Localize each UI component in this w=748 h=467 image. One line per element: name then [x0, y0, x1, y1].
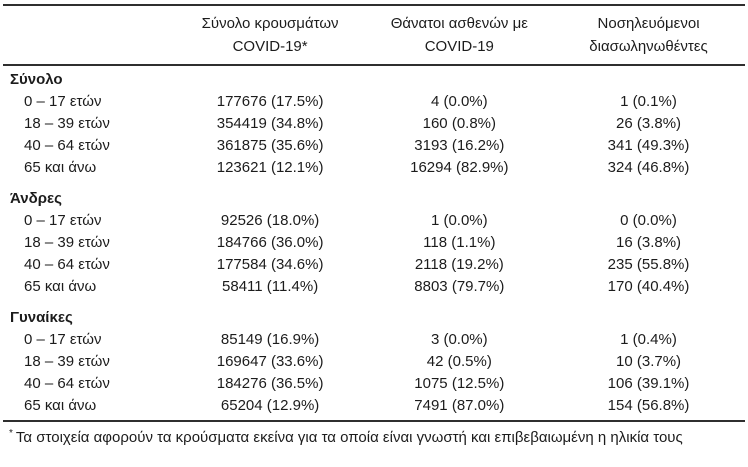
intubated-cell: 170 (40.4%): [607, 277, 690, 295]
footnote-asterisk: *: [9, 427, 13, 439]
group-row-total: Σύνολο: [3, 65, 745, 91]
group-row-men: Άνδρες: [3, 179, 745, 210]
table-row: 40 – 64 ετών 361875 (35.6%) 3193 (16.2%)…: [3, 135, 745, 157]
intubated-cell: 235 (55.8%): [607, 255, 690, 273]
table-row: 0 – 17 ετών 177676 (17.5%) 4 (0.0%) 1 (0…: [3, 91, 745, 113]
covid-statistics-page: Σύνολο κρουσμάτων COVID-19* Θάνατοι ασθε…: [3, 4, 745, 448]
row-label-cell: 0 – 17 ετών: [24, 330, 102, 348]
row-label-cell: 18 – 39 ετών: [24, 233, 110, 251]
table-row: 18 – 39 ετών 169647 (33.6%) 42 (0.5%) 10…: [3, 351, 745, 373]
header-row: Σύνολο κρουσμάτων COVID-19* Θάνατοι ασθε…: [3, 5, 745, 66]
deaths-cell: 2118 (19.2%): [414, 255, 504, 273]
group-label-men: Άνδρες: [10, 189, 62, 207]
intubated-cell: 10 (3.7%): [616, 352, 682, 370]
table-row: 65 και άνω 58411 (11.4%) 8803 (79.7%) 17…: [3, 276, 745, 298]
intubated-cell: 1 (0.1%): [620, 92, 677, 110]
intubated-cell: 106 (39.1%): [607, 374, 690, 392]
deaths-cell: 3 (0.0%): [430, 330, 488, 348]
table-row: 40 – 64 ετών 177584 (34.6%) 2118 (19.2%)…: [3, 254, 745, 276]
cases-cell: 169647 (33.6%): [216, 352, 324, 370]
row-label-cell: 65 και άνω: [24, 158, 97, 176]
col-header-intubated: Νοσηλευόμενοι διασωληνωθέντες: [552, 5, 745, 66]
table-row: 65 και άνω 65204 (12.9%) 7491 (87.0%) 15…: [3, 394, 745, 422]
col-header-total-cases-line1: Σύνολο κρουσμάτων: [201, 15, 339, 32]
cases-cell: 92526 (18.0%): [220, 211, 320, 229]
row-label-cell: 0 – 17 ετών: [24, 211, 102, 229]
intubated-cell: 0 (0.0%): [620, 211, 677, 229]
deaths-cell: 16294 (82.9%): [410, 158, 509, 176]
table-row: 40 – 64 ετών 184276 (36.5%) 1075 (12.5%)…: [3, 373, 745, 395]
intubated-cell: 16 (3.8%): [616, 233, 682, 251]
row-label-cell: 18 – 39 ετών: [24, 114, 110, 132]
intubated-cell: 154 (56.8%): [552, 394, 745, 422]
cases-cell: 354419 (34.8%): [216, 114, 324, 132]
row-label-cell: 65 και άνω: [3, 394, 174, 422]
table-row: 18 – 39 ετών 184766 (36.0%) 118 (1.1%) 1…: [3, 232, 745, 254]
intubated-cell: 1 (0.4%): [620, 330, 677, 348]
deaths-cell: 4 (0.0%): [430, 92, 488, 110]
col-header-total-cases-line2: COVID-19*: [232, 38, 308, 56]
col-header-intubated-line1: Νοσηλευόμενοι: [597, 15, 700, 32]
cases-cell: 184766 (36.0%): [216, 233, 324, 251]
cases-cell: 85149 (16.9%): [220, 330, 320, 348]
table-row: 0 – 17 ετών 92526 (18.0%) 1 (0.0%) 0 (0.…: [3, 210, 745, 232]
row-label-cell: 18 – 39 ετών: [24, 352, 110, 370]
cases-cell: 177584 (34.6%): [216, 255, 324, 273]
deaths-cell: 160 (0.8%): [422, 114, 496, 132]
col-header-deaths: Θάνατοι ασθενών με COVID-19: [366, 5, 553, 66]
deaths-cell: 118 (1.1%): [423, 233, 496, 251]
cases-cell: 361875 (35.6%): [216, 136, 324, 154]
cases-cell: 58411 (11.4%): [222, 277, 319, 295]
row-label-cell: 40 – 64 ετών: [24, 374, 110, 392]
table-row: 18 – 39 ετών 354419 (34.8%) 160 (0.8%) 2…: [3, 113, 745, 135]
row-label-column-header: [3, 5, 174, 66]
row-label-cell: 0 – 17 ετών: [24, 92, 102, 110]
footnote-text: Τα στοιχεία αφορούν τα κρούσματα εκείνα …: [15, 428, 683, 446]
group-label-women: Γυναίκες: [10, 308, 73, 326]
col-header-intubated-line2: διασωληνωθέντες: [589, 38, 708, 56]
row-label-cell: 65 και άνω: [24, 277, 97, 295]
table-row: 65 και άνω 123621 (12.1%) 16294 (82.9%) …: [3, 157, 745, 179]
row-label-cell: 40 – 64 ετών: [24, 255, 110, 273]
intubated-cell: 341 (49.3%): [607, 136, 690, 154]
deaths-cell: 1 (0.0%): [430, 211, 488, 229]
group-label-total: Σύνολο: [10, 70, 63, 88]
intubated-cell: 324 (46.8%): [607, 158, 690, 176]
deaths-cell: 8803 (79.7%): [414, 277, 505, 295]
col-header-deaths-line2: COVID-19: [424, 38, 494, 56]
col-header-total-cases: Σύνολο κρουσμάτων COVID-19*: [173, 5, 367, 66]
covid-age-statistics-table: Σύνολο κρουσμάτων COVID-19* Θάνατοι ασθε…: [3, 4, 745, 422]
col-header-deaths-line1: Θάνατοι ασθενών με: [390, 15, 528, 32]
cases-cell: 65204 (12.9%): [173, 394, 367, 422]
deaths-cell: 3193 (16.2%): [414, 136, 505, 154]
cases-cell: 177676 (17.5%): [216, 92, 324, 110]
deaths-cell: 7491 (87.0%): [366, 394, 553, 422]
cases-cell: 123621 (12.1%): [216, 158, 324, 176]
cases-cell: 184276 (36.5%): [216, 374, 324, 392]
row-label-cell: 40 – 64 ετών: [24, 136, 110, 154]
deaths-cell: 1075 (12.5%): [414, 374, 505, 392]
group-row-women: Γυναίκες: [3, 298, 745, 329]
table-row: 0 – 17 ετών 85149 (16.9%) 3 (0.0%) 1 (0.…: [3, 329, 745, 351]
intubated-cell: 26 (3.8%): [616, 114, 682, 132]
footnote: * Τα στοιχεία αφορούν τα κρούσματα εκείνα…: [3, 422, 745, 448]
deaths-cell: 42 (0.5%): [426, 352, 492, 370]
